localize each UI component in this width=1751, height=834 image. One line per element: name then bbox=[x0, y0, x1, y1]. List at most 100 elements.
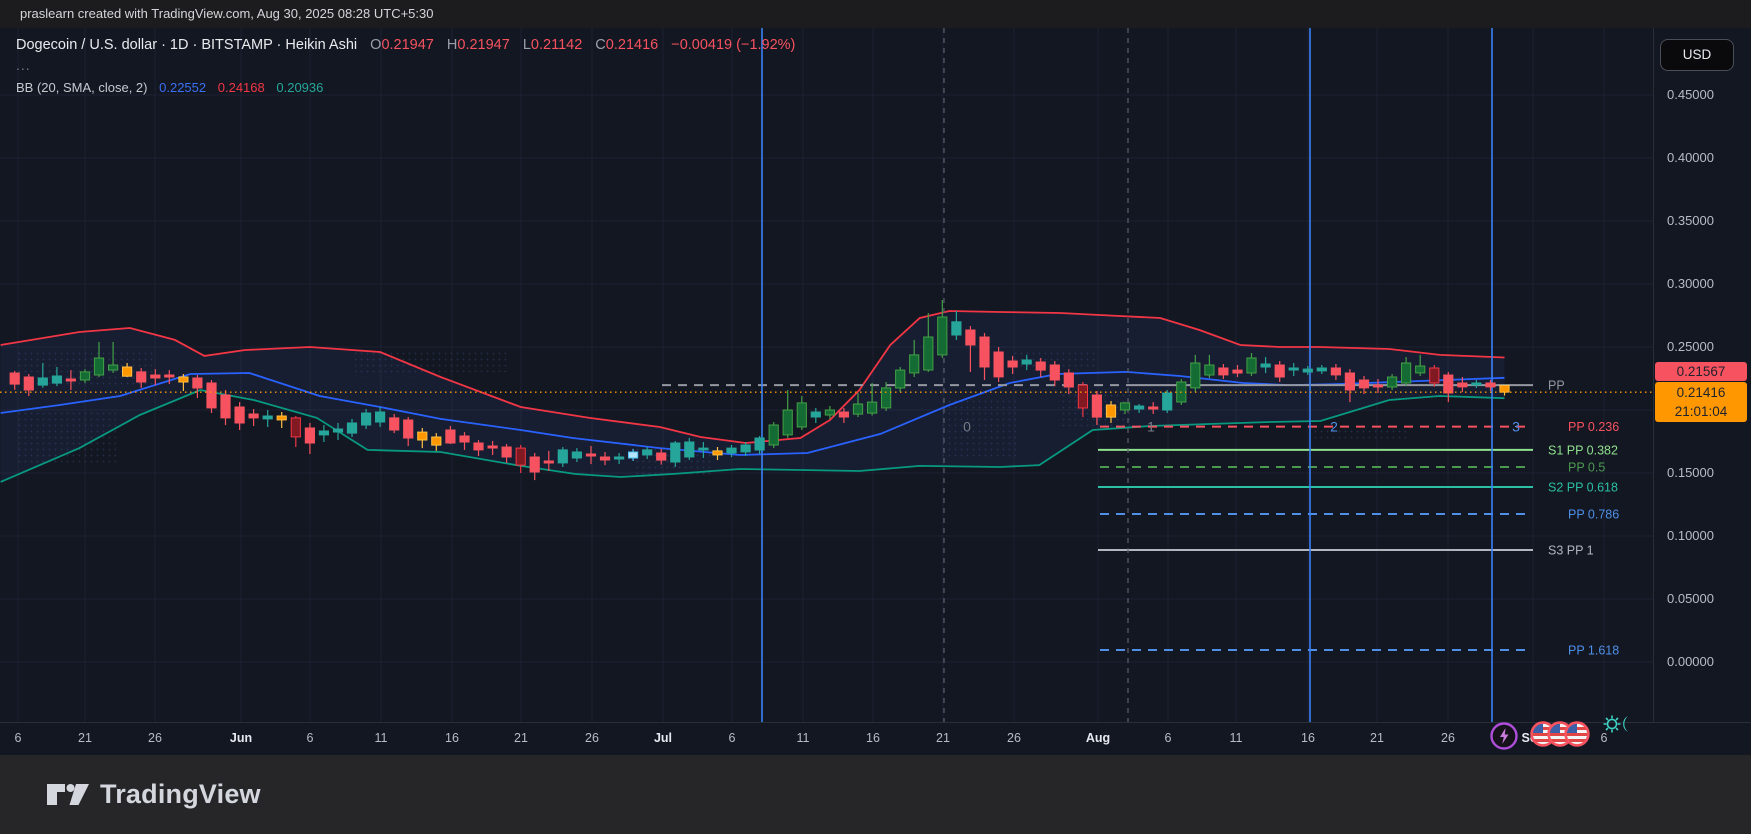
candle-body bbox=[375, 411, 386, 423]
candle-body bbox=[276, 415, 287, 421]
bb-texture-patch bbox=[940, 400, 1016, 458]
time-tick-label: 16 bbox=[445, 731, 459, 745]
candle-body bbox=[1415, 365, 1426, 374]
candle-body bbox=[234, 406, 245, 424]
candle-body bbox=[192, 377, 203, 389]
currency-toggle-button[interactable]: USD bbox=[1660, 39, 1734, 71]
candle-body bbox=[1049, 364, 1060, 381]
current-price-value: 0.21416 bbox=[1676, 385, 1726, 400]
candle-body bbox=[332, 428, 344, 433]
candle-body bbox=[979, 336, 990, 368]
candle-body bbox=[712, 450, 723, 456]
candle-body bbox=[220, 394, 231, 419]
candle-body bbox=[23, 376, 34, 391]
candle-body bbox=[1302, 368, 1313, 373]
candle-body bbox=[810, 411, 821, 418]
price-scale[interactable]: USD 0.45000 0.40000 0.35000 0.30000 0.25000 0… bbox=[1653, 28, 1751, 722]
candle-body bbox=[993, 351, 1004, 378]
candle-body bbox=[923, 336, 934, 371]
candle-body bbox=[754, 437, 765, 451]
candle-body bbox=[206, 382, 217, 409]
candle-body bbox=[9, 372, 20, 385]
time-tick-label: 21 bbox=[514, 731, 528, 745]
candle-body bbox=[1190, 362, 1201, 389]
symbol-title[interactable]: Dogecoin / U.S. dollar · 1D · BITSTAMP ·… bbox=[16, 37, 358, 53]
candle-body bbox=[1063, 372, 1074, 388]
candle-body bbox=[768, 424, 779, 446]
wave-count-label: 1 bbox=[1147, 419, 1155, 435]
candle-body bbox=[1021, 359, 1032, 365]
time-axis[interactable]: 6 21 26 Jun 6 11 16 21 26 Jul 6 11 16 21 26 Aug 6 11 16 21 2… bbox=[0, 722, 1751, 755]
bb-fill bbox=[0, 311, 1505, 482]
time-tick-label: 11 bbox=[796, 731, 810, 745]
candle-body bbox=[1105, 404, 1117, 418]
ohlc-open: O0.21947 bbox=[370, 37, 434, 53]
candle-body bbox=[529, 456, 540, 473]
daylight-change-icon[interactable] bbox=[1603, 715, 1629, 733]
candle-body bbox=[895, 369, 906, 389]
bb-texture-patch bbox=[1310, 428, 1406, 442]
candle-body bbox=[445, 429, 456, 444]
candle-body bbox=[670, 442, 681, 463]
time-tick-label: 26 bbox=[585, 731, 599, 745]
candle-body bbox=[1091, 394, 1103, 418]
candle-body bbox=[1457, 382, 1468, 388]
tradingview-logo[interactable]: TradingView bbox=[46, 779, 261, 810]
price-chart[interactable]: PP PP 0.236 S1 PP 0.382 PP 0.5 S2 PP 0.618 PP… bbox=[0, 28, 1653, 722]
pivot-line-label: PP 0.5 bbox=[1568, 461, 1605, 475]
candle-body bbox=[1330, 367, 1342, 376]
candle-body bbox=[585, 453, 597, 457]
candle-body bbox=[1429, 367, 1440, 384]
candle-body bbox=[1077, 384, 1089, 409]
pivot-line-label: S2 PP 0.618 bbox=[1548, 481, 1618, 495]
candle-body bbox=[796, 402, 807, 428]
candle-body bbox=[937, 316, 948, 356]
candle-body bbox=[965, 329, 976, 346]
candle-body bbox=[1035, 361, 1046, 371]
candle-body bbox=[403, 419, 414, 439]
candle-body bbox=[262, 415, 273, 420]
candle-body bbox=[1007, 360, 1018, 368]
lightning-event-icon[interactable] bbox=[1490, 722, 1518, 750]
candle-body bbox=[1387, 376, 1398, 388]
candle-body bbox=[473, 442, 484, 451]
pivot-line-label: S3 PP 1 bbox=[1548, 544, 1594, 558]
candle-body bbox=[431, 436, 442, 446]
candle-body bbox=[881, 387, 892, 409]
candle-body bbox=[501, 446, 512, 458]
indicators-more-toggle[interactable]: ... bbox=[16, 57, 31, 73]
candle-body bbox=[698, 447, 709, 451]
candle-body bbox=[1134, 405, 1145, 410]
candle-body bbox=[614, 456, 625, 460]
price-tick-label: 0.35000 bbox=[1667, 213, 1714, 228]
timeline-event-icons[interactable] bbox=[1486, 712, 1651, 756]
candle-body bbox=[1401, 362, 1412, 384]
time-tick-label: Jun bbox=[229, 731, 253, 745]
bb-indicator-title[interactable]: BB (20, SMA, close, 2) bbox=[16, 80, 148, 95]
time-tick-label: Jul bbox=[653, 731, 673, 745]
candle-body bbox=[838, 411, 849, 418]
candle-body bbox=[1260, 363, 1271, 368]
price-tick-label: 0.25000 bbox=[1667, 339, 1714, 354]
candle-body bbox=[1218, 367, 1229, 376]
time-tick-label: 16 bbox=[866, 731, 880, 745]
wave-count-label: 3 bbox=[1512, 419, 1520, 435]
candle-body bbox=[1119, 402, 1131, 411]
pivot-line-label: PP 1.618 bbox=[1568, 644, 1619, 658]
candle-body bbox=[543, 460, 554, 464]
bb-upper-line bbox=[0, 310, 1505, 444]
time-tick-label: 6 bbox=[1164, 731, 1172, 745]
candle-body bbox=[389, 417, 400, 431]
candle-body bbox=[642, 449, 653, 456]
candle-body bbox=[782, 409, 793, 436]
us-flag-events-icon[interactable] bbox=[1530, 721, 1590, 747]
candle-body bbox=[417, 431, 428, 441]
candle-body bbox=[599, 456, 611, 461]
candle-body bbox=[178, 376, 189, 383]
footer-bar: TradingView bbox=[0, 755, 1751, 834]
time-tick-label: 21 bbox=[936, 731, 950, 745]
candle-body bbox=[459, 435, 470, 443]
wave-count-label: 2 bbox=[1330, 419, 1338, 435]
candle-body bbox=[37, 377, 48, 386]
candle-body bbox=[1485, 382, 1496, 388]
